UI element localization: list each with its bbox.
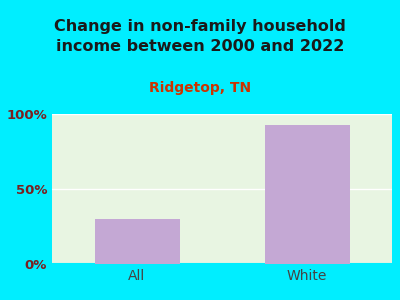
Bar bbox=[264, 124, 350, 264]
Text: Change in non-family household
income between 2000 and 2022: Change in non-family household income be… bbox=[54, 20, 346, 54]
Text: Ridgetop, TN: Ridgetop, TN bbox=[149, 81, 251, 95]
Bar bbox=[94, 219, 180, 264]
